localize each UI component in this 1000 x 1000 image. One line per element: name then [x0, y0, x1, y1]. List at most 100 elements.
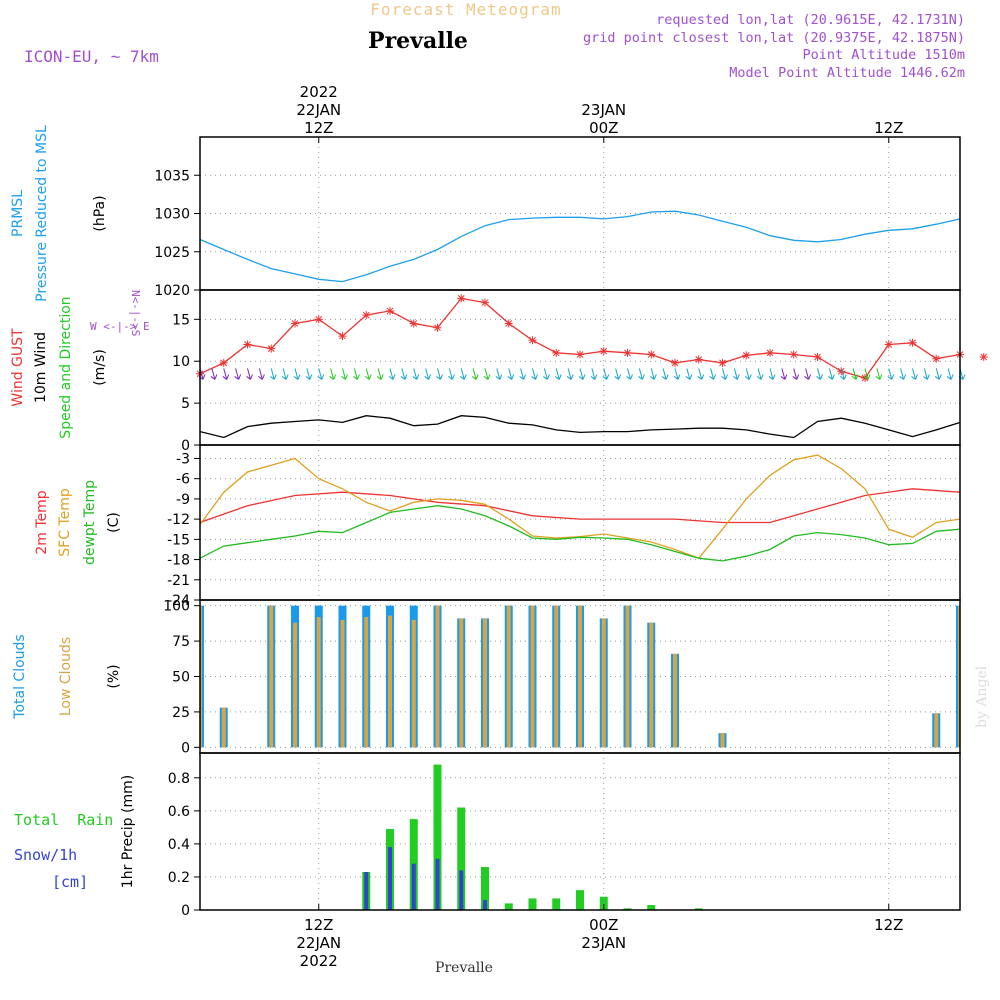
bar-low-clouds — [221, 707, 226, 748]
wind-direction-arrow — [483, 368, 491, 380]
wind-direction-arrow — [709, 368, 717, 380]
y-tick-label: 50 — [172, 670, 190, 686]
gust-marker — [481, 298, 489, 307]
wind-direction-arrow — [638, 368, 645, 380]
footer-station: Prevalle — [435, 960, 493, 976]
y-tick-label: 15 — [172, 312, 190, 328]
gust-marker — [267, 344, 276, 353]
bar-low-clouds — [269, 605, 274, 748]
y-tick-label: -9 — [176, 492, 190, 508]
wind-direction-arrow — [578, 368, 586, 380]
gust-marker — [979, 353, 988, 362]
bar-total-rain — [599, 896, 608, 910]
bar-low-clouds — [435, 605, 440, 748]
bar-low-clouds — [340, 619, 345, 748]
bar-low-clouds — [649, 622, 654, 748]
panel-wind: 0 5 10 15 W <-|-> EN<-|->S Wind GUST 10m Wind S… — [10, 289, 988, 454]
y-tick-label: 1025 — [154, 245, 190, 261]
wind-direction-arrow — [887, 368, 895, 380]
y-tick-label: 75 — [172, 634, 190, 650]
gust-marker — [338, 332, 347, 341]
top-time-axis: 202222JAN12Z23JAN00Z12Z24JAN00Z12Z25JAN0… — [296, 83, 903, 143]
gust-marker — [694, 355, 703, 364]
gust-marker — [528, 336, 537, 345]
y-axis-label: (m/s) — [92, 349, 108, 386]
wind-direction-arrow — [388, 368, 396, 380]
gust-marker — [789, 350, 798, 359]
y-axis-label: (C) — [106, 512, 122, 533]
gust-marker — [837, 367, 846, 376]
y-axis-label: dewpt Temp — [82, 480, 98, 565]
wind-direction-arrow — [459, 368, 467, 380]
chart-top-title: Forecast Meteogram — [370, 0, 561, 19]
series-line-wind-gust — [200, 297, 960, 379]
gust-marker — [314, 315, 323, 324]
bar-total-rain — [481, 867, 489, 910]
bar-low-clouds — [364, 617, 369, 748]
wind-direction-arrow — [875, 368, 883, 380]
wind-direction-arrow — [341, 368, 348, 380]
y-axis-label: PRMSL — [10, 190, 26, 237]
info-requested: requested lon,lat (20.9615E, 42.1731N) — [656, 12, 965, 28]
gust-marker — [742, 351, 751, 360]
precip-legend-label: Total Rain — [14, 811, 113, 829]
y-axis-label: Wind GUST — [10, 328, 26, 407]
wind-direction-arrow — [531, 368, 538, 380]
y-tick-label: 5 — [181, 396, 190, 412]
bar-total-rain — [980, 902, 988, 910]
wind-direction-arrow — [792, 368, 800, 380]
gust-marker — [718, 358, 727, 367]
precip-legend-label: Snow/1h — [14, 846, 77, 864]
gust-marker — [409, 319, 418, 328]
gust-marker — [219, 358, 228, 367]
wind-direction-arrow — [519, 368, 527, 380]
wind-direction-arrow — [697, 368, 705, 380]
wind-direction-arrow — [673, 368, 681, 380]
compass-ew: W <-|-> E — [90, 320, 150, 333]
bar-total-rain — [457, 807, 466, 910]
top-axis-label: 22JAN — [296, 101, 341, 119]
wind-direction-arrow — [412, 368, 420, 380]
top-axis-label: 12Z — [304, 119, 333, 137]
y-tick-label: -6 — [176, 472, 190, 488]
wind-direction-arrow — [851, 368, 859, 380]
wind-direction-arrow — [471, 368, 479, 380]
wind-direction-arrow — [246, 368, 253, 380]
wind-direction-arrow — [305, 368, 313, 380]
wind-direction-arrow — [554, 368, 562, 380]
bar-snow — [459, 870, 464, 910]
gust-marker — [504, 319, 513, 328]
bar-low-clouds — [554, 605, 559, 748]
y-tick-label: -12 — [167, 512, 190, 528]
wind-direction-arrow — [590, 368, 598, 380]
bottom-axis-label: 22JAN — [296, 934, 341, 952]
wind-direction-arrow — [733, 368, 740, 380]
y-axis-label: SFC Temp — [57, 488, 73, 557]
gust-marker — [884, 340, 893, 349]
top-axis-label: 2022 — [300, 83, 338, 101]
gust-marker — [932, 354, 941, 363]
bar-low-clouds — [625, 605, 630, 748]
wind-direction-arrow — [626, 368, 633, 380]
bar-low-clouds — [411, 619, 416, 748]
wind-direction-arrow — [293, 368, 301, 380]
gust-marker — [362, 311, 371, 320]
gust-marker — [647, 350, 656, 359]
y-axis-label: Low Clouds — [58, 637, 74, 716]
bar-total-rain — [504, 903, 513, 910]
bar-low-clouds — [673, 653, 677, 748]
bar-total-rain — [552, 898, 561, 910]
bar-total-rain — [694, 908, 703, 910]
series-line-sfc-temp — [200, 454, 960, 559]
wind-direction-arrow — [269, 368, 277, 380]
wind-direction-arrow — [281, 368, 289, 380]
wind-direction-arrow — [376, 368, 384, 380]
station-title: Prevalle — [368, 28, 468, 54]
bar-snow — [483, 900, 487, 910]
compass-rose: W <-|-> EN<-|->S — [90, 290, 150, 336]
gust-marker — [457, 294, 466, 303]
bar-total-rain — [576, 890, 584, 910]
y-tick-label: 100 — [163, 599, 190, 615]
bar-low-clouds — [200, 605, 202, 748]
